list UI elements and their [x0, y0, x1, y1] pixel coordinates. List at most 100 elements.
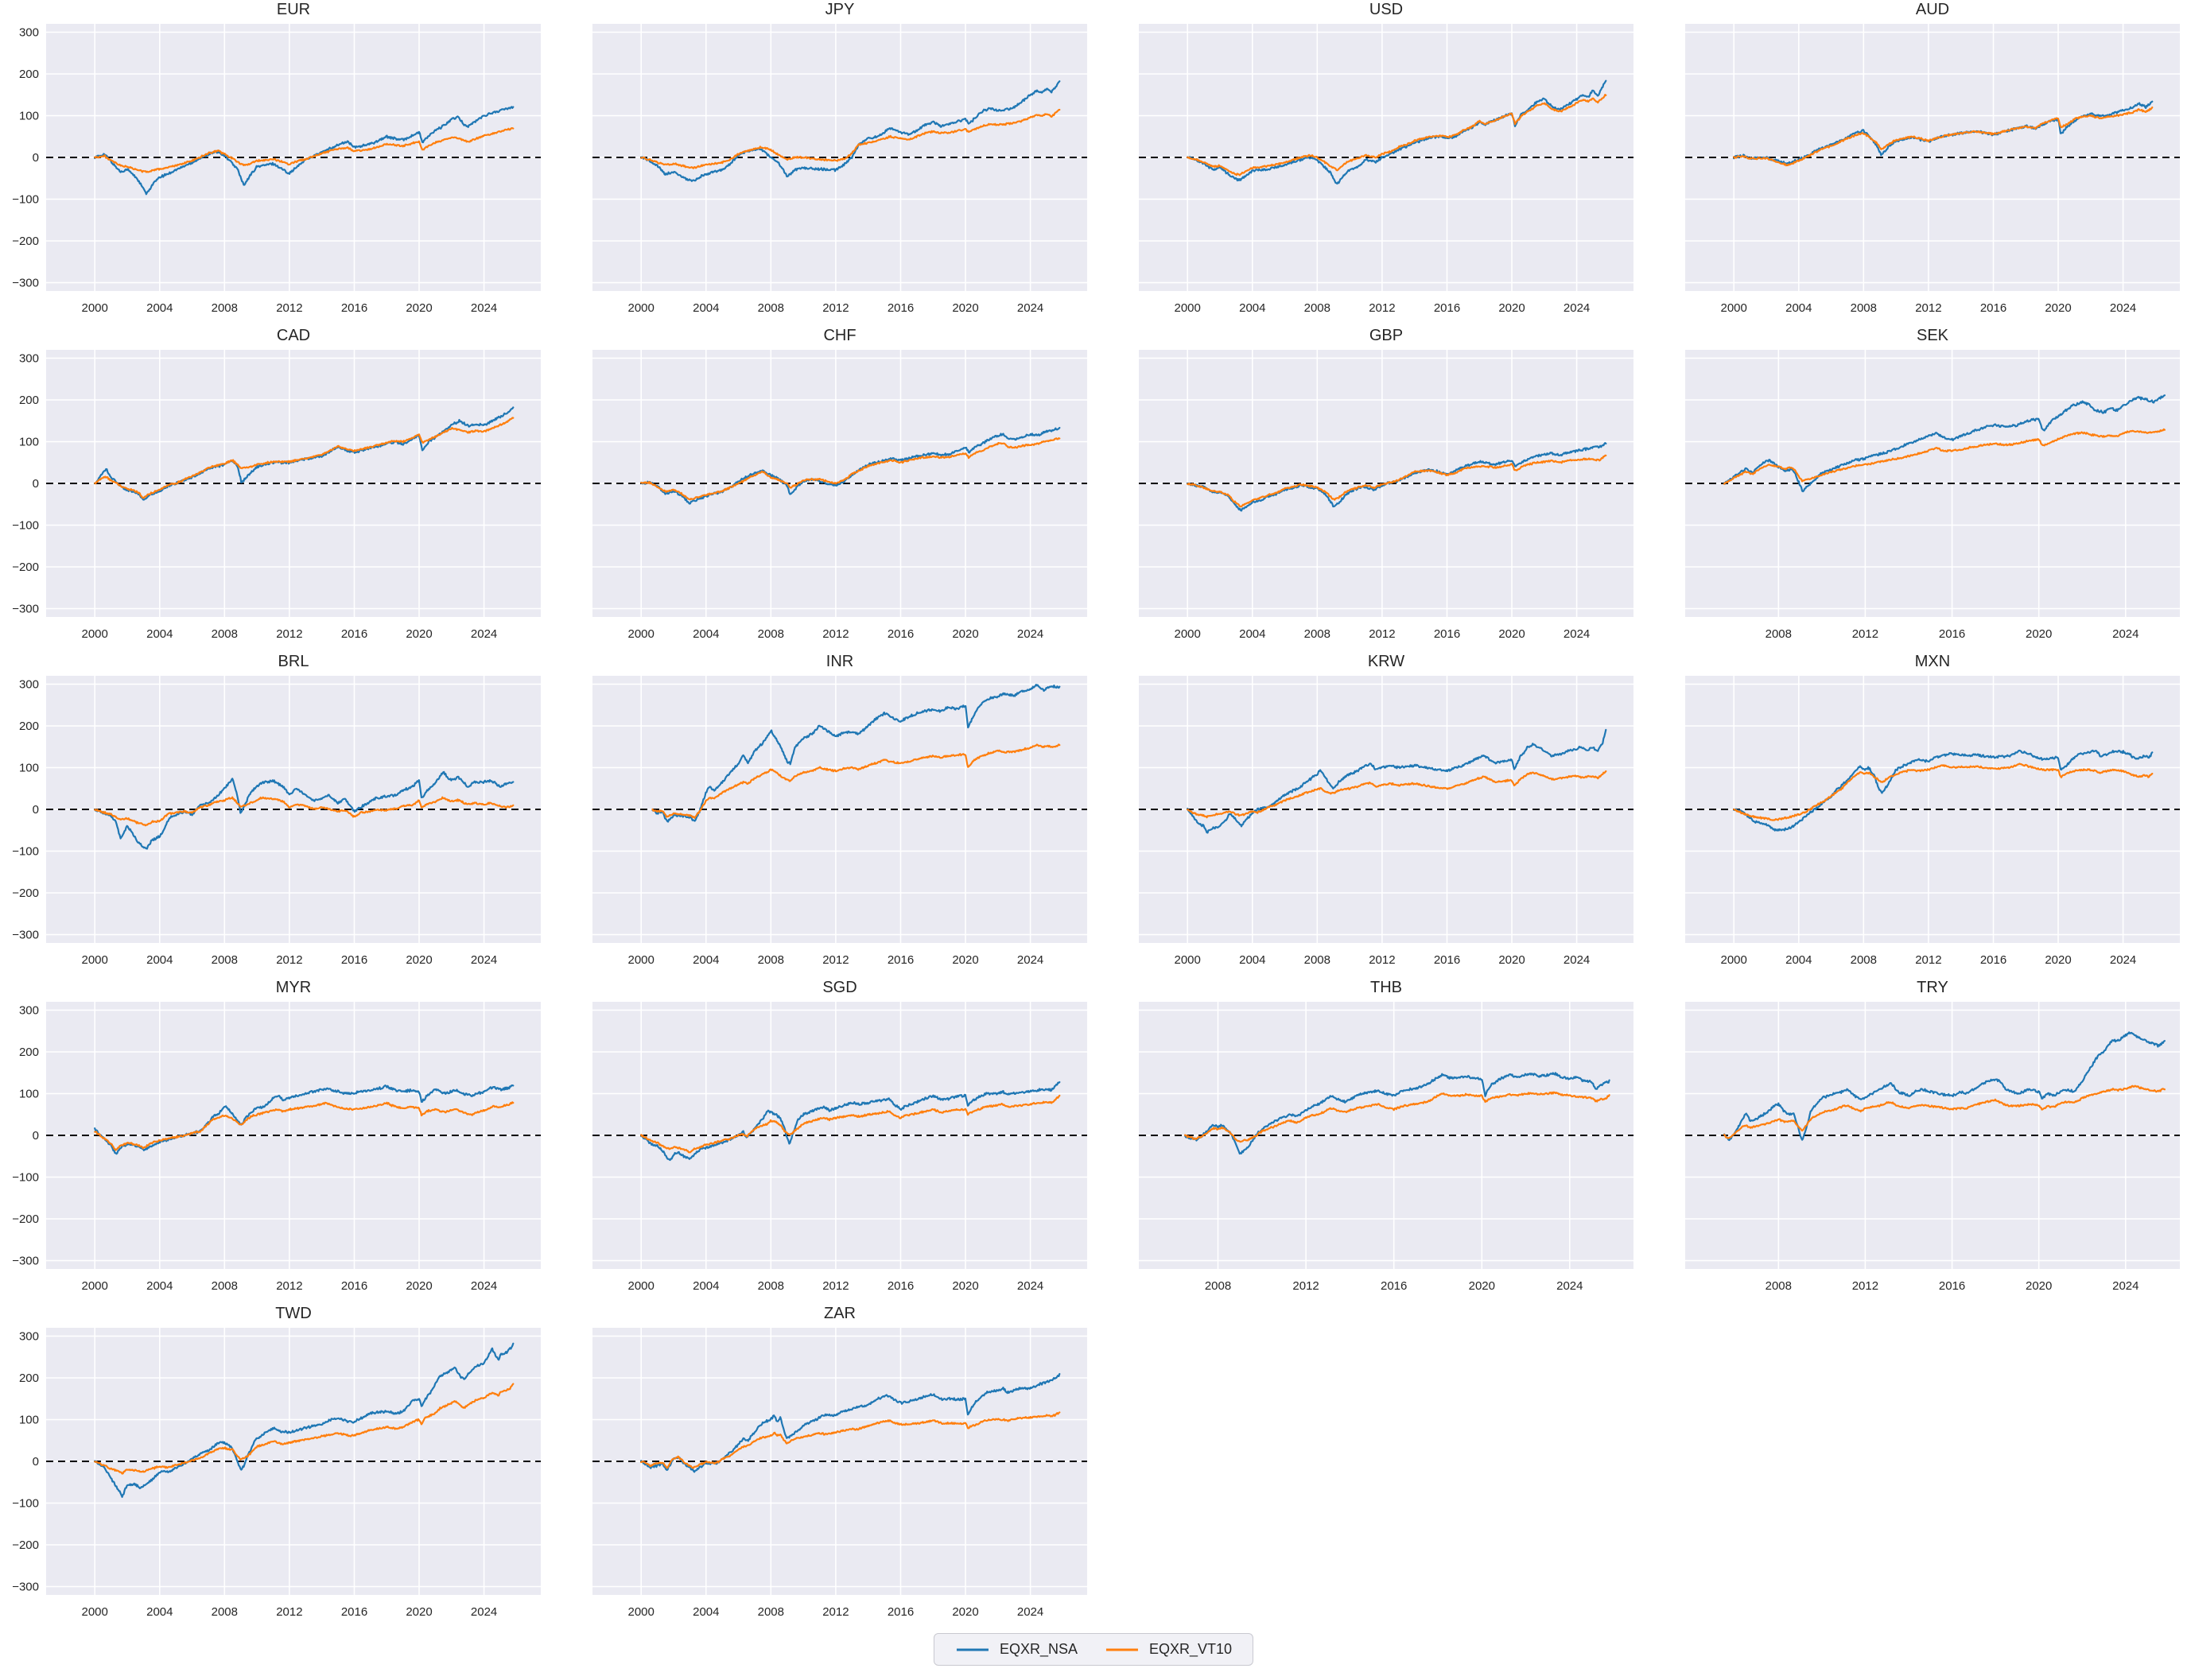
svg-text:2008: 2008 [758, 1605, 784, 1619]
chart-panel-aud: 2000 2004 2008 2012 2016 2020 2024 AUD [1639, 0, 2185, 326]
svg-text:EUR: EUR [277, 1, 310, 18]
chart-svg-gbp: 2000 2004 2008 2012 2016 2020 2024 GBP [1139, 327, 1633, 641]
svg-text:300: 300 [19, 352, 39, 366]
svg-text:2008: 2008 [212, 1605, 238, 1619]
svg-text:2008: 2008 [758, 627, 784, 641]
svg-text:2016: 2016 [1980, 301, 2006, 315]
svg-text:2016: 2016 [341, 301, 367, 315]
svg-text:2004: 2004 [693, 627, 719, 641]
svg-text:2012: 2012 [822, 1279, 849, 1293]
svg-text:2020: 2020 [406, 953, 432, 967]
svg-text:GBP: GBP [1369, 327, 1403, 344]
svg-text:2000: 2000 [82, 301, 108, 315]
svg-text:2004: 2004 [693, 1279, 719, 1293]
svg-text:2012: 2012 [1852, 1279, 1878, 1293]
svg-text:THB: THB [1370, 979, 1402, 996]
svg-text:2000: 2000 [628, 1279, 655, 1293]
svg-text:2020: 2020 [952, 301, 978, 315]
svg-text:2004: 2004 [693, 953, 719, 967]
chart-panel-zar: 2000 2004 2008 2012 2016 2020 2024 ZAR [546, 1304, 1093, 1630]
svg-text:300: 300 [19, 26, 39, 40]
chart-panel-sgd: 2000 2004 2008 2012 2016 2020 2024 SGD [546, 978, 1093, 1304]
legend-line-vt10-icon [1106, 1648, 1138, 1651]
svg-text:2024: 2024 [2110, 301, 2136, 315]
svg-text:2016: 2016 [888, 301, 914, 315]
svg-text:2020: 2020 [952, 1279, 978, 1293]
svg-text:2016: 2016 [1980, 953, 2006, 967]
svg-text:200: 200 [19, 68, 39, 81]
svg-text:−100: −100 [12, 1497, 39, 1511]
svg-text:CHF: CHF [823, 327, 856, 344]
svg-text:2008: 2008 [1851, 301, 1877, 315]
chart-svg-try: 2008 2012 2016 2020 2024 TRY [1685, 979, 2180, 1293]
svg-text:300: 300 [19, 1004, 39, 1018]
chart-panel-brl: 2000 2004 2008 2012 2016 2020 2024 −300 −200 −100… [0, 652, 546, 978]
svg-text:2008: 2008 [758, 301, 784, 315]
svg-text:2000: 2000 [1175, 627, 1201, 641]
svg-text:KRW: KRW [1368, 653, 1404, 670]
svg-text:−200: −200 [12, 235, 39, 248]
svg-text:2024: 2024 [471, 953, 497, 967]
svg-text:2008: 2008 [212, 627, 238, 641]
svg-text:2024: 2024 [471, 1279, 497, 1293]
svg-text:2008: 2008 [212, 1279, 238, 1293]
svg-text:2004: 2004 [146, 1279, 173, 1293]
chart-svg-zar: 2000 2004 2008 2012 2016 2020 2024 ZAR [592, 1305, 1087, 1619]
svg-text:2000: 2000 [82, 627, 108, 641]
svg-text:2024: 2024 [1017, 627, 1043, 641]
svg-text:2016: 2016 [888, 953, 914, 967]
chart-svg-sek: 2008 2012 2016 2020 2024 SEK [1685, 327, 2180, 641]
svg-text:2000: 2000 [82, 953, 108, 967]
chart-panel-twd: 2000 2004 2008 2012 2016 2020 2024 −300 −200 −100… [0, 1304, 546, 1630]
svg-text:2020: 2020 [1469, 1279, 1495, 1293]
svg-text:INR: INR [826, 653, 853, 670]
svg-text:200: 200 [19, 394, 39, 407]
svg-text:−300: −300 [12, 603, 39, 616]
svg-text:2020: 2020 [952, 1605, 978, 1619]
svg-text:2024: 2024 [1556, 1279, 1583, 1293]
chart-grid: 2000 2004 2008 2012 2016 2020 2024 −300 −200 −100… [0, 0, 2185, 1630]
svg-text:0: 0 [33, 1455, 39, 1469]
svg-text:SGD: SGD [822, 979, 857, 996]
svg-text:2020: 2020 [2045, 953, 2071, 967]
chart-panel-mxn: 2000 2004 2008 2012 2016 2020 2024 MXN [1639, 652, 2185, 978]
svg-text:2004: 2004 [146, 953, 173, 967]
chart-svg-inr: 2000 2004 2008 2012 2016 2020 2024 INR [592, 653, 1087, 967]
svg-text:2020: 2020 [1498, 627, 1525, 641]
svg-text:2004: 2004 [146, 1605, 173, 1619]
svg-text:2008: 2008 [1766, 627, 1792, 641]
svg-text:2004: 2004 [146, 301, 173, 315]
svg-text:2020: 2020 [406, 1279, 432, 1293]
svg-text:−100: −100 [12, 193, 39, 207]
svg-text:2004: 2004 [693, 1605, 719, 1619]
svg-text:2000: 2000 [1721, 953, 1747, 967]
svg-text:2004: 2004 [1239, 627, 1265, 641]
svg-text:0: 0 [33, 477, 39, 491]
svg-text:2024: 2024 [2112, 1279, 2138, 1293]
svg-text:TWD: TWD [275, 1305, 312, 1322]
svg-text:MXN: MXN [1915, 653, 1950, 670]
chart-panel-jpy: 2000 2004 2008 2012 2016 2020 2024 JPY [546, 0, 1093, 326]
svg-text:2020: 2020 [406, 627, 432, 641]
svg-text:2020: 2020 [952, 627, 978, 641]
svg-text:2016: 2016 [1434, 953, 1460, 967]
svg-text:2012: 2012 [1369, 953, 1395, 967]
svg-text:CAD: CAD [277, 327, 310, 344]
chart-svg-usd: 2000 2004 2008 2012 2016 2020 2024 USD [1139, 1, 1633, 315]
svg-text:2012: 2012 [276, 953, 302, 967]
svg-text:200: 200 [19, 1372, 39, 1385]
svg-text:−300: −300 [12, 929, 39, 942]
svg-text:−300: −300 [12, 1581, 39, 1594]
svg-text:2016: 2016 [1434, 301, 1460, 315]
svg-text:−100: −100 [12, 845, 39, 859]
svg-text:0: 0 [33, 151, 39, 165]
chart-panel-sek: 2008 2012 2016 2020 2024 SEK [1639, 326, 2185, 652]
chart-svg-twd: 2000 2004 2008 2012 2016 2020 2024−300−200−100… [12, 1305, 541, 1619]
svg-text:2016: 2016 [341, 1605, 367, 1619]
svg-text:2020: 2020 [406, 301, 432, 315]
svg-text:2020: 2020 [2026, 1279, 2052, 1293]
svg-text:2008: 2008 [1851, 953, 1877, 967]
svg-text:2024: 2024 [1564, 301, 1590, 315]
svg-text:2024: 2024 [471, 1605, 497, 1619]
svg-text:2020: 2020 [1498, 953, 1525, 967]
